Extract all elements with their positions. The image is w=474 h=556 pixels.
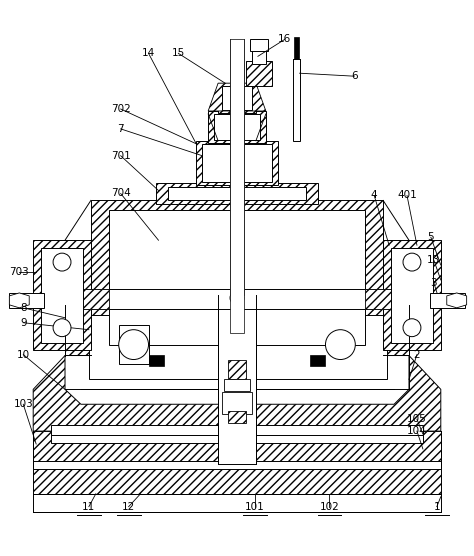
Text: 5: 5 (428, 232, 434, 242)
Polygon shape (208, 83, 266, 111)
Bar (391, 248, 433, 342)
Bar (252, 49, 266, 64)
Bar (89, 315, 387, 379)
Bar (51, 425, 423, 435)
Text: 704: 704 (111, 188, 130, 198)
Text: 103: 103 (13, 399, 33, 409)
Text: 701: 701 (111, 151, 130, 161)
Polygon shape (9, 293, 29, 308)
Circle shape (53, 253, 71, 271)
Bar (51, 435, 423, 443)
Bar (208, 111, 266, 143)
Text: 9: 9 (20, 317, 27, 327)
Bar (224, 379, 250, 391)
Text: 703: 703 (9, 267, 29, 277)
Bar (246, 61, 272, 86)
Circle shape (53, 319, 71, 336)
Text: 12: 12 (122, 502, 135, 512)
Bar (228, 411, 246, 423)
Bar (430, 293, 465, 308)
Text: 104: 104 (407, 426, 427, 436)
Bar (65, 289, 409, 309)
Text: 16: 16 (278, 34, 292, 44)
Text: 15: 15 (172, 48, 185, 58)
Text: 2: 2 (414, 350, 420, 360)
Text: 4: 4 (371, 191, 377, 201)
Circle shape (403, 319, 421, 336)
Bar (230, 39, 244, 332)
Bar (294, 37, 299, 59)
Bar (228, 360, 246, 379)
Bar (222, 86, 252, 110)
Polygon shape (65, 355, 409, 404)
Bar (91, 201, 383, 355)
Text: 8: 8 (20, 303, 27, 313)
Bar (250, 39, 268, 51)
Circle shape (118, 330, 148, 360)
Text: 7: 7 (118, 124, 124, 134)
Bar (13, 296, 25, 305)
Bar (365, 289, 409, 309)
Circle shape (230, 291, 244, 305)
Text: 1: 1 (434, 502, 440, 512)
Bar (292, 59, 300, 141)
Bar (218, 295, 256, 464)
Bar (65, 305, 409, 389)
Text: 14: 14 (142, 48, 155, 58)
Bar (214, 114, 260, 140)
Bar (148, 355, 164, 366)
Bar (383, 240, 441, 350)
Text: 13: 13 (427, 255, 440, 265)
Bar (33, 461, 441, 469)
Text: 11: 11 (82, 502, 95, 512)
Text: 3: 3 (430, 278, 437, 288)
Bar (109, 210, 365, 345)
Text: 702: 702 (111, 104, 130, 114)
Bar (33, 431, 441, 467)
Bar (310, 355, 326, 366)
Text: 102: 102 (319, 502, 339, 512)
Bar (156, 182, 318, 205)
Text: 401: 401 (397, 191, 417, 201)
Text: 105: 105 (407, 414, 427, 424)
Bar (196, 141, 278, 185)
Circle shape (326, 330, 356, 360)
Bar (65, 289, 109, 309)
Bar (9, 293, 44, 308)
Polygon shape (118, 325, 148, 365)
Polygon shape (447, 293, 466, 308)
Bar (41, 248, 83, 342)
Bar (451, 296, 463, 305)
Text: 6: 6 (351, 71, 357, 81)
Bar (222, 393, 252, 414)
Bar (33, 240, 91, 350)
Text: 101: 101 (245, 502, 265, 512)
Bar (33, 467, 441, 497)
Bar (218, 83, 256, 113)
Polygon shape (33, 355, 441, 431)
Text: 10: 10 (17, 350, 30, 360)
Bar (33, 494, 441, 512)
Circle shape (403, 253, 421, 271)
Bar (202, 144, 272, 182)
Bar (168, 187, 306, 201)
